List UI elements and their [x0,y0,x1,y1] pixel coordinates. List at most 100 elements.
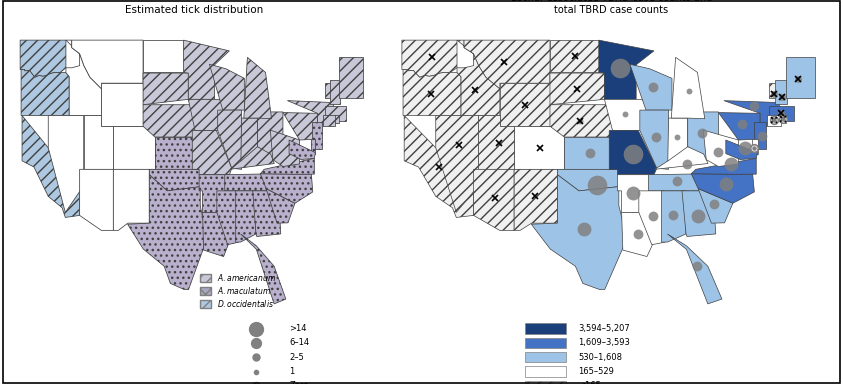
Polygon shape [113,126,155,169]
Polygon shape [240,234,286,304]
Polygon shape [22,116,79,217]
Polygon shape [404,116,474,217]
Point [706,201,720,207]
Polygon shape [330,80,340,104]
Polygon shape [101,83,143,126]
Polygon shape [260,174,313,203]
Polygon shape [514,126,564,169]
Text: 2–5: 2–5 [289,353,304,362]
Bar [524,381,566,384]
Point [776,116,790,122]
Point [738,145,752,151]
Polygon shape [682,191,716,237]
Polygon shape [311,139,315,154]
Polygon shape [617,175,653,212]
Point [670,134,684,140]
Polygon shape [266,189,295,223]
Point [725,161,738,167]
Polygon shape [767,115,781,126]
Polygon shape [776,80,787,104]
Polygon shape [188,99,226,131]
Point [768,117,781,123]
Point [748,145,761,151]
Point [250,383,263,384]
Point [776,116,790,122]
Polygon shape [217,110,241,169]
Polygon shape [403,70,461,116]
Point [768,91,781,97]
Point [250,326,263,332]
Point [768,117,781,123]
Point [250,340,263,346]
Point [647,84,660,91]
Polygon shape [143,40,184,73]
Point [250,369,263,375]
Polygon shape [21,70,69,116]
Point [748,103,761,109]
Polygon shape [655,147,708,169]
Text: >14: >14 [289,324,307,333]
Polygon shape [648,174,711,191]
Polygon shape [514,169,557,230]
Polygon shape [464,40,550,89]
Polygon shape [217,191,239,245]
Text: 530–1,608: 530–1,608 [578,353,622,362]
Point [776,94,789,100]
Point [682,88,695,94]
Polygon shape [668,234,722,304]
Polygon shape [786,57,815,98]
Polygon shape [557,169,619,191]
Polygon shape [703,130,738,167]
Polygon shape [83,116,113,169]
Polygon shape [630,64,672,110]
Point [720,181,733,187]
Polygon shape [325,83,336,98]
Point [748,145,761,151]
Polygon shape [698,189,733,223]
Text: 1,609–3,593: 1,609–3,593 [578,338,631,348]
Polygon shape [402,40,457,77]
Polygon shape [257,112,283,160]
Polygon shape [668,118,688,161]
Polygon shape [754,122,766,149]
Polygon shape [324,115,335,126]
Point [792,76,805,82]
Polygon shape [640,110,668,169]
Polygon shape [726,140,758,159]
Polygon shape [230,147,274,169]
Bar [524,366,566,377]
Polygon shape [283,113,318,140]
Polygon shape [199,175,228,212]
Title: Eschar-associated TBRD case counts and
total TBRD case counts: Eschar-associated TBRD case counts and t… [511,0,711,15]
Polygon shape [531,175,626,290]
Point [776,116,790,122]
Point [695,130,709,136]
Legend: $\it{A. americanum}$, $\it{A. maculatum}$, $\it{D. occidentalis}$: $\it{A. americanum}$, $\it{A. maculatum}… [198,270,278,311]
Polygon shape [143,73,188,105]
Point [250,354,263,360]
Polygon shape [781,115,786,123]
Point [667,212,680,218]
Point [774,110,787,116]
Polygon shape [691,158,756,174]
Polygon shape [66,40,101,116]
Polygon shape [143,105,195,137]
Polygon shape [271,130,299,167]
Point [754,133,768,139]
Polygon shape [260,158,314,174]
Polygon shape [474,169,514,230]
Polygon shape [621,212,652,257]
Polygon shape [339,57,363,98]
Polygon shape [225,174,277,191]
Text: 1: 1 [289,367,294,376]
Polygon shape [241,118,257,161]
Point [583,150,597,156]
Polygon shape [20,40,66,77]
Polygon shape [334,115,339,123]
Polygon shape [244,57,271,119]
Point [631,231,644,237]
Polygon shape [325,106,346,121]
Polygon shape [184,40,229,99]
Polygon shape [149,169,201,191]
Title: Estimated tick distribution: Estimated tick distribution [125,5,263,15]
